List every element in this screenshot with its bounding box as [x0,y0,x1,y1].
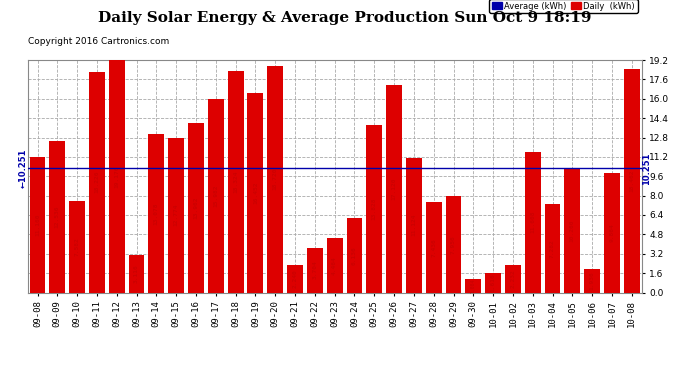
Bar [148,134,164,292]
Bar [584,269,600,292]
Text: 12.536: 12.536 [55,206,60,228]
Text: 18.226: 18.226 [95,171,99,194]
Text: 3.704: 3.704 [313,261,317,279]
Bar [30,158,46,292]
Bar [505,266,521,292]
Text: 7.956: 7.956 [451,235,456,254]
Bar [109,60,125,292]
Bar [208,99,224,292]
Bar [426,202,442,292]
Bar [327,238,342,292]
Text: Copyright 2016 Cartronics.com: Copyright 2016 Cartronics.com [28,38,169,46]
Bar [544,204,560,292]
Bar [485,273,501,292]
Text: 7.582: 7.582 [75,237,79,256]
Text: 11.160: 11.160 [35,214,40,236]
Bar [564,168,580,292]
Bar [465,279,481,292]
Bar [248,93,264,292]
Text: 2.232: 2.232 [511,270,515,288]
Text: 18.324: 18.324 [233,170,238,193]
Text: 1.616: 1.616 [491,273,495,292]
Text: 7.436: 7.436 [431,238,436,257]
Text: 6.136: 6.136 [352,246,357,265]
Text: 12.774: 12.774 [174,204,179,226]
Bar [188,123,204,292]
Bar [406,158,422,292]
Text: 16.452: 16.452 [253,182,258,204]
Bar [168,138,184,292]
Text: ←10.251: ←10.251 [19,148,28,188]
Bar [267,66,283,292]
Text: 3.116: 3.116 [134,264,139,283]
Text: 1.936: 1.936 [590,272,595,290]
Text: 18.462: 18.462 [629,170,634,192]
Bar [604,173,620,292]
Bar [307,248,323,292]
Bar [386,85,402,292]
Text: 19.176: 19.176 [115,165,119,188]
Legend: Average (kWh), Daily  (kWh): Average (kWh), Daily (kWh) [489,0,638,13]
Bar [287,266,303,292]
Bar [89,72,105,292]
Text: 11.124: 11.124 [411,214,416,236]
Text: 13.078: 13.078 [154,202,159,225]
Bar [346,218,362,292]
Text: 2.240: 2.240 [293,270,297,288]
Text: 1.084: 1.084 [471,279,476,293]
Bar [446,196,462,292]
Text: 18.720: 18.720 [273,168,277,190]
Text: 11.608: 11.608 [530,211,535,234]
Text: 7.282: 7.282 [550,239,555,258]
Text: 17.120: 17.120 [392,178,397,200]
Text: 9.864: 9.864 [609,224,615,242]
Text: 4.464: 4.464 [332,256,337,275]
Text: 10.260: 10.260 [570,219,575,242]
Text: 13.962: 13.962 [193,197,199,219]
Bar [366,125,382,292]
Text: 15.982: 15.982 [213,184,218,207]
Bar [525,152,541,292]
Bar [624,69,640,292]
Bar [228,70,244,292]
Text: Daily Solar Energy & Average Production Sun Oct 9 18:19: Daily Solar Energy & Average Production … [98,11,592,25]
Text: 13.828: 13.828 [372,198,377,220]
Bar [69,201,85,292]
Bar [50,141,66,292]
Bar [128,255,144,292]
Text: 10.251: 10.251 [642,152,651,184]
